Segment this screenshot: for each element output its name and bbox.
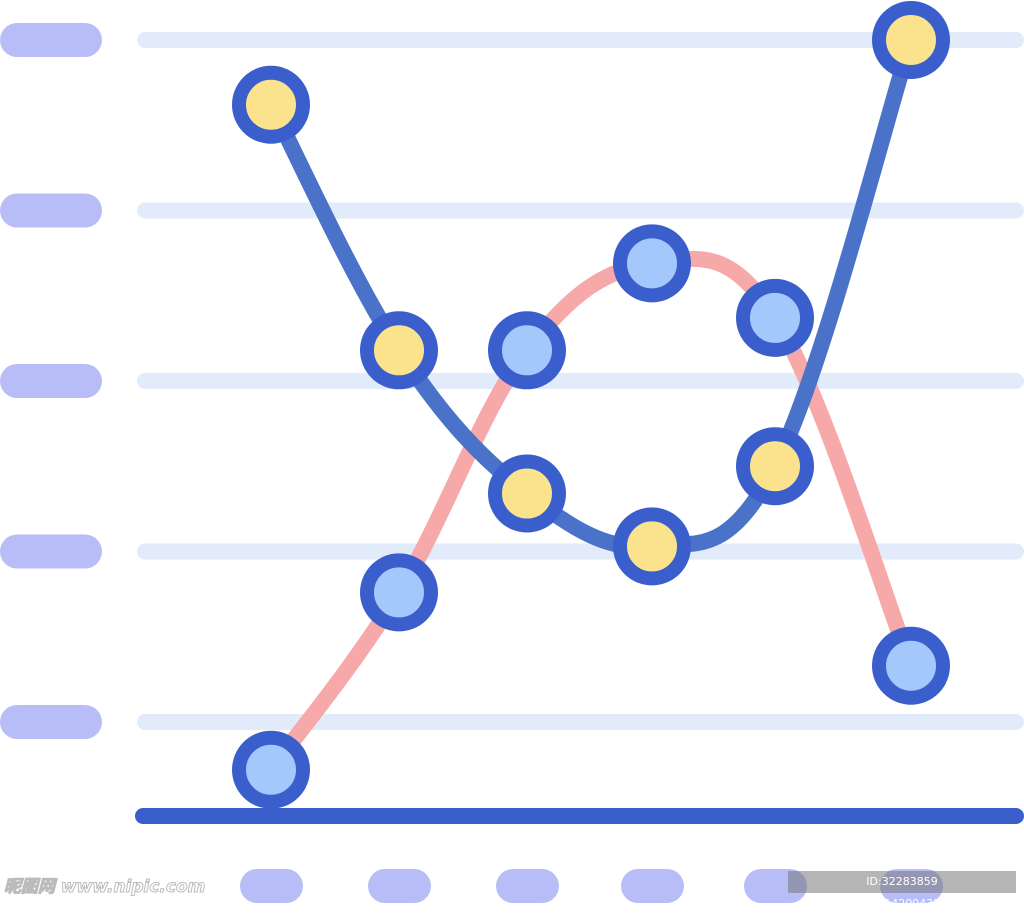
y-tick-label-placeholder xyxy=(0,705,102,739)
x-tick-label-placeholder xyxy=(368,869,431,903)
y-tick-label-placeholder xyxy=(0,534,102,569)
series-2-point xyxy=(736,278,814,357)
series-1-point xyxy=(488,454,566,533)
y-tick-label-placeholder xyxy=(0,364,102,398)
y-tick-label-placeholder xyxy=(0,193,102,228)
series-1-point xyxy=(360,311,438,390)
series-1-point xyxy=(872,1,950,79)
series-1-point xyxy=(613,507,691,586)
series-1-point xyxy=(736,427,814,506)
series-2-point xyxy=(360,553,438,632)
y-tick-label-placeholder xyxy=(0,23,102,57)
watermark-logo: 昵图网 www.nipic.com xyxy=(3,877,206,898)
series-2-point xyxy=(488,311,566,390)
series-2-point xyxy=(872,626,950,705)
x-tick-label-placeholder xyxy=(621,869,684,903)
x-tick-label-placeholder xyxy=(496,869,559,903)
series-1-point xyxy=(232,65,310,144)
x-tick-label-placeholder xyxy=(240,869,303,903)
series-2-point xyxy=(232,730,310,809)
series-2-point xyxy=(613,224,691,303)
watermark-id: ID:32283859 NO:20210814200433566100 xyxy=(788,871,1016,910)
